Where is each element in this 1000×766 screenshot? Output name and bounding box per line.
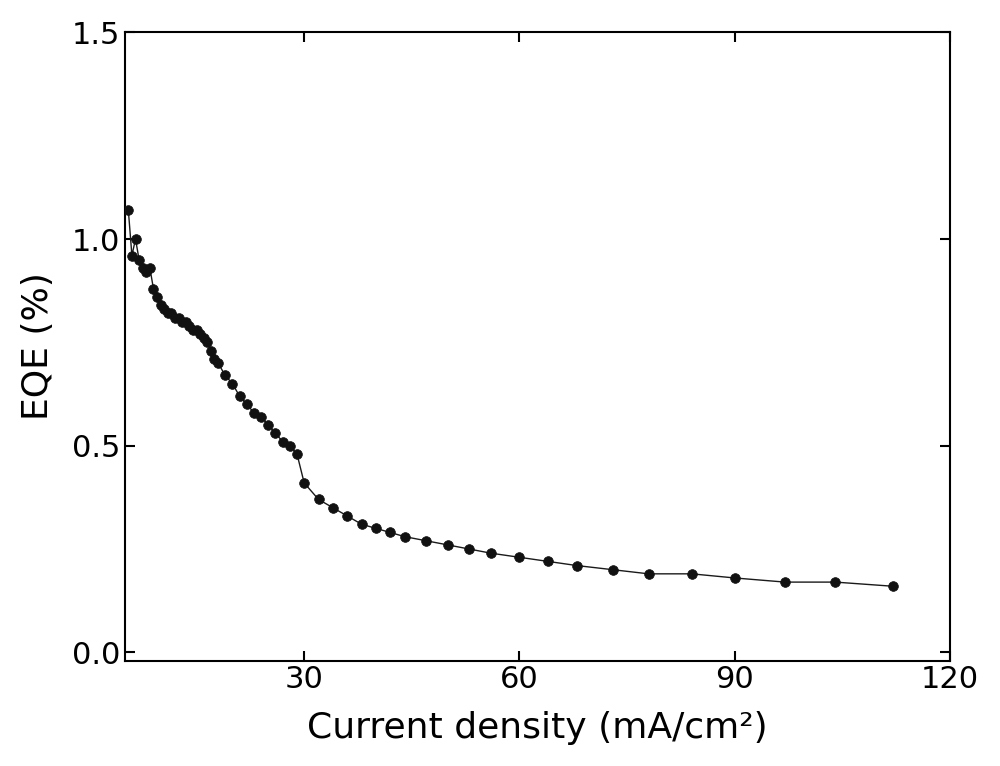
Y-axis label: EQE (%): EQE (%): [21, 273, 55, 421]
X-axis label: Current density (mA/cm²): Current density (mA/cm²): [307, 711, 768, 745]
